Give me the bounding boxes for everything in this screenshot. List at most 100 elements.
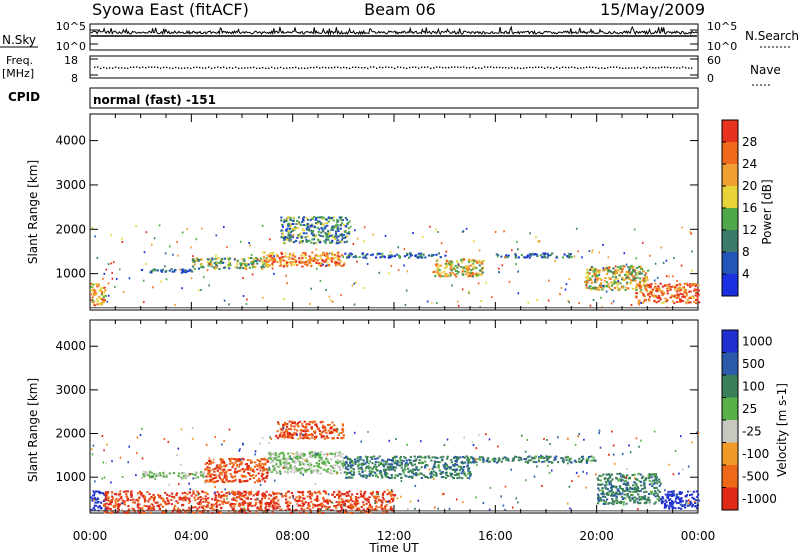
echo-cell <box>172 253 174 256</box>
echo-cell <box>610 284 613 287</box>
echo-cell <box>316 226 319 229</box>
echo-cell <box>116 500 120 503</box>
echo-cell <box>173 507 176 509</box>
echo-cell <box>98 303 101 305</box>
echo-cell <box>679 300 682 303</box>
echo-cell <box>263 480 267 483</box>
echo-cell <box>403 255 407 258</box>
echo-cell <box>339 234 342 236</box>
echo-cell <box>331 466 335 469</box>
echo-cell <box>253 470 256 473</box>
echo-cell <box>168 269 171 272</box>
echo-cell <box>132 501 135 504</box>
echo-cell <box>665 504 668 507</box>
freq-point <box>418 67 420 69</box>
echo-cell <box>626 494 629 497</box>
echo-cell <box>263 259 267 262</box>
echo-cell <box>696 295 699 298</box>
echo-cell <box>690 502 693 505</box>
echo-cell <box>357 502 360 505</box>
echo-cell <box>497 445 499 448</box>
echo-cell <box>313 225 316 228</box>
echo-cell <box>158 224 161 227</box>
echo-cell <box>270 501 273 504</box>
freq-point <box>112 67 114 69</box>
echo-cell <box>401 469 405 472</box>
echo-cell <box>471 258 474 261</box>
echo-cell <box>374 458 377 460</box>
echo-cell <box>365 257 368 260</box>
echo-cell <box>258 480 261 483</box>
echo-cell <box>164 503 168 506</box>
echo-cell <box>174 269 177 271</box>
echo-cell <box>298 468 301 470</box>
echo-cell <box>308 452 311 455</box>
echo-cell <box>638 445 640 448</box>
echo-cell <box>596 275 599 277</box>
echo-cell <box>342 255 344 258</box>
echo-cell <box>316 464 319 467</box>
echo-cell <box>319 472 322 475</box>
echo-cell <box>154 269 157 272</box>
echo-cell <box>200 474 203 477</box>
echo-cell <box>227 258 230 261</box>
echo-cell <box>671 493 674 496</box>
echo-cell <box>433 506 436 509</box>
echo-cell <box>214 257 217 260</box>
echo-cell <box>382 511 385 514</box>
echo-cell <box>298 420 302 423</box>
echo-cell <box>171 511 174 514</box>
echo-cell <box>660 502 664 505</box>
echo-cell <box>685 301 688 304</box>
echo-cell <box>480 270 483 273</box>
echo-cell <box>208 470 211 473</box>
echo-cell <box>365 461 368 464</box>
echo-cell <box>671 295 674 298</box>
echo-cell <box>308 255 311 258</box>
echo-cell <box>307 491 310 493</box>
echo-cell <box>338 460 341 463</box>
freq-point <box>130 66 132 68</box>
echo-cell <box>323 500 326 503</box>
echo-cell <box>303 508 306 511</box>
echo-cell <box>666 290 669 292</box>
echo-cell <box>525 256 528 259</box>
echo-cell <box>247 503 250 506</box>
echo-cell <box>368 496 371 499</box>
echo-cell <box>230 502 233 505</box>
echo-cell <box>622 501 625 504</box>
echo-cell <box>330 472 333 475</box>
echo-cell <box>668 283 671 286</box>
echo-cell <box>288 432 291 435</box>
echo-cell <box>225 470 228 473</box>
echo-cell <box>593 273 597 276</box>
echo-cell <box>251 273 254 276</box>
echo-cell <box>546 252 549 255</box>
echo-cell <box>91 300 94 303</box>
echo-cell <box>577 250 579 253</box>
echo-cell <box>655 479 659 482</box>
echo-cell <box>641 496 644 498</box>
echo-cell <box>358 256 361 259</box>
echo-cell <box>468 473 471 476</box>
echo-cell <box>90 496 93 499</box>
echo-cell <box>92 490 95 493</box>
echo-cell <box>628 269 631 272</box>
echo-cell <box>268 466 270 469</box>
echo-cell <box>218 503 221 506</box>
echo-cell <box>259 259 262 262</box>
echo-cell <box>466 456 469 459</box>
echo-cell <box>292 496 295 499</box>
freq-unit: [MHz] <box>2 67 34 80</box>
echo-cell <box>174 304 176 306</box>
echo-cell <box>246 298 248 301</box>
echo-cell <box>482 461 485 463</box>
echo-cell <box>343 471 346 474</box>
echo-cell <box>336 223 339 226</box>
echo-cell <box>273 261 276 263</box>
echo-cell <box>479 306 481 309</box>
echo-cell <box>641 301 644 304</box>
echo-cell <box>487 460 490 463</box>
echo-cell <box>224 494 227 497</box>
echo-cell <box>240 480 243 483</box>
